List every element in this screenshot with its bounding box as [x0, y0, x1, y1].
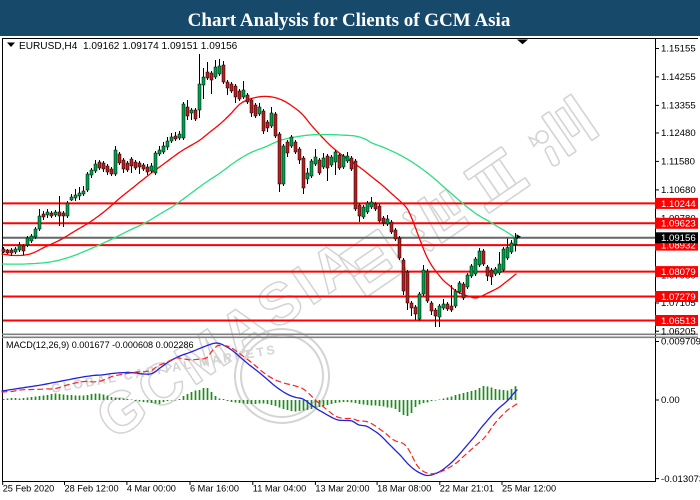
svg-text:25 Feb 2020: 25 Feb 2020	[3, 484, 55, 494]
svg-text:1.13355: 1.13355	[661, 101, 696, 112]
svg-text:1.15155: 1.15155	[661, 44, 696, 55]
svg-text:13 Mar 20:00: 13 Mar 20:00	[315, 484, 369, 494]
svg-text:1.07279: 1.07279	[661, 292, 696, 303]
svg-text:0.009709: 0.009709	[661, 337, 700, 348]
svg-text:1.09156: 1.09156	[661, 233, 696, 244]
svg-text:1.08079: 1.08079	[661, 267, 696, 278]
svg-text:11 Mar 04:00: 11 Mar 04:00	[253, 484, 306, 494]
svg-text:4 Mar 00:00: 4 Mar 00:00	[127, 484, 176, 494]
svg-text:1.08932: 1.08932	[661, 241, 696, 252]
svg-text:25 Mar 12:00: 25 Mar 12:00	[502, 484, 556, 494]
svg-text:18 Mar 08:00: 18 Mar 08:00	[377, 484, 431, 494]
svg-text:EURUSD,H4 1.09162 1.09174 1.0: EURUSD,H4 1.09162 1.09174 1.09151 1.0915…	[19, 41, 238, 52]
svg-text:1.14255: 1.14255	[661, 72, 696, 83]
svg-text:1.10244: 1.10244	[661, 199, 696, 210]
svg-text:1.06205: 1.06205	[661, 326, 696, 337]
svg-text:MACD(12,26,9) 0.001677 -0.0006: MACD(12,26,9) 0.001677 -0.000608 0.00228…	[6, 340, 194, 350]
svg-text:1.11580: 1.11580	[661, 157, 695, 168]
svg-text:1.12480: 1.12480	[661, 128, 696, 139]
svg-text:-0.013073: -0.013073	[661, 474, 700, 485]
svg-text:Chart Analysis for Clients of: Chart Analysis for Clients of GCM Asia	[188, 10, 511, 31]
svg-text:22 Mar 21:01: 22 Mar 21:01	[440, 484, 494, 494]
svg-text:1.06513: 1.06513	[661, 316, 696, 327]
svg-text:0.00: 0.00	[661, 395, 680, 406]
svg-text:1.10680: 1.10680	[661, 185, 696, 196]
svg-text:1.07105: 1.07105	[661, 298, 696, 309]
svg-text:28 Feb 12:00: 28 Feb 12:00	[65, 484, 119, 494]
svg-text:1.09623: 1.09623	[661, 219, 696, 230]
svg-text:6 Mar 16:00: 6 Mar 16:00	[190, 484, 239, 494]
